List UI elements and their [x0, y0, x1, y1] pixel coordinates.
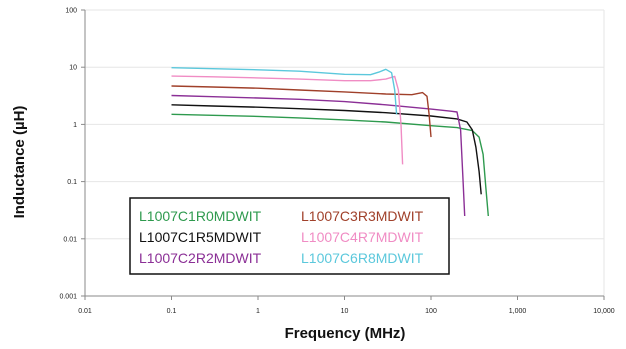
x-tick-label: 0.1	[167, 308, 177, 315]
series-line-l1007c6r8mdwit	[171, 67, 398, 115]
legend-entry-l1007c4r7mdwit: L1007C4R7MDWIT	[301, 229, 424, 245]
legend: L1007C1R0MDWIT L1007C1R5MDWIT L1007C2R2MDW…	[129, 197, 450, 275]
x-tick-label: 100	[425, 308, 437, 315]
y-tick-label: 100	[65, 8, 77, 15]
y-tick-label: 0.01	[63, 236, 77, 243]
legend-entry-l1007c3r3mdwit: L1007C3R3MDWIT	[301, 208, 424, 224]
series-line-l1007c4r7mdwit	[171, 75, 404, 165]
y-tick-label: 0.1	[67, 179, 77, 186]
x-tick-label: 0.01	[78, 308, 92, 315]
y-tick-label: 0.001	[59, 294, 77, 301]
series-line-l1007c1r5mdwit	[171, 104, 482, 195]
series-line-l1007c1r0mdwit	[171, 113, 489, 217]
legend-entry-l1007c6r8mdwit: L1007C6R8MDWIT	[301, 250, 424, 266]
axes	[81, 9, 605, 300]
series-line-l1007c2r2mdwit	[171, 94, 466, 217]
legend-entry-l1007c1r5mdwit: L1007C1R5MDWIT	[139, 229, 262, 245]
legend-box	[129, 197, 450, 275]
x-tick-label: 1,000	[509, 308, 527, 315]
y-axis-title: Inductance (µH)	[11, 106, 28, 219]
y-tick-label: 1	[73, 122, 77, 129]
x-axis-title: Frequency (MHz)	[285, 325, 406, 342]
legend-entry-l1007c1r0mdwit: L1007C1R0MDWIT	[139, 208, 262, 224]
legend-entry-l1007c2r2mdwit: L1007C2R2MDWIT	[139, 250, 262, 266]
series-lines	[171, 67, 489, 217]
x-tick-label: 1	[256, 308, 260, 315]
y-tick-label: 10	[69, 65, 77, 72]
x-tick-label: 10	[341, 308, 349, 315]
series-line-l1007c3r3mdwit	[171, 85, 432, 138]
x-tick-label: 10,000	[593, 308, 615, 315]
